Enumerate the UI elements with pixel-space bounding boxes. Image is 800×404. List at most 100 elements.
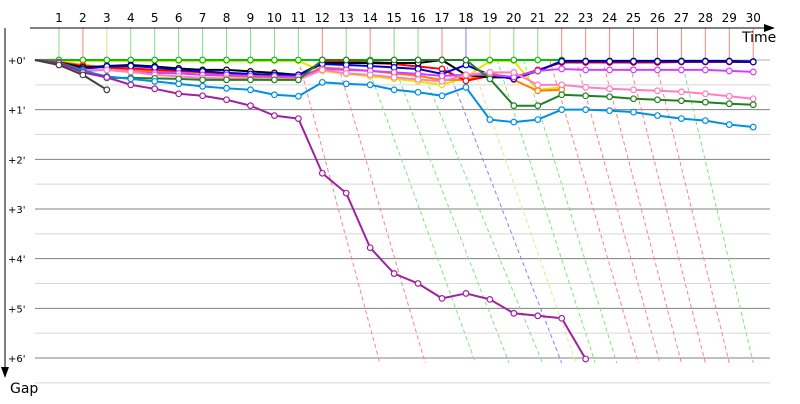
data-point (438, 77, 446, 85)
x-tick-label: 10 (267, 11, 282, 25)
data-point (510, 309, 518, 317)
data-point (486, 295, 494, 303)
y-tick-label: +1' (8, 106, 26, 117)
data-point (79, 71, 87, 79)
x-tick-label: 20 (506, 11, 521, 25)
lapped-dashed-line (443, 59, 563, 364)
x-tick-label: 28 (698, 11, 713, 25)
data-point (654, 66, 661, 74)
data-point (199, 56, 206, 64)
lapped-dashed-line (297, 59, 381, 364)
data-point (199, 76, 206, 84)
data-point (127, 81, 135, 89)
data-point (223, 84, 230, 92)
x-axis-label: Time (741, 30, 776, 46)
data-point (414, 280, 422, 287)
data-point (701, 117, 709, 124)
data-point (151, 56, 159, 64)
data-point (462, 71, 470, 79)
data-point (606, 93, 613, 101)
x-tick-label: 12 (315, 11, 330, 25)
data-point (558, 91, 566, 99)
x-tick-label: 2 (79, 11, 87, 25)
data-point (558, 81, 566, 89)
lapped-dashed-line (601, 59, 682, 364)
x-tick-label: 15 (386, 11, 401, 25)
x-tick-label: 21 (530, 11, 545, 25)
y-tick-label: +5' (8, 304, 26, 315)
data-point (606, 58, 613, 65)
data-point (271, 56, 278, 64)
y-axis-arrow-icon (1, 367, 9, 378)
data-point (294, 76, 302, 84)
data-point (701, 58, 709, 65)
y-tick-label: +6' (8, 354, 26, 365)
x-tick-label: 29 (722, 11, 737, 25)
data-point (366, 57, 374, 65)
data-point (701, 90, 709, 98)
series-11 (34, 59, 590, 363)
x-tick-label: 13 (339, 11, 354, 25)
y-tick-label: +2' (8, 155, 26, 166)
data-point (271, 112, 278, 120)
x-tick-label: 7 (199, 11, 207, 25)
data-point (294, 115, 302, 123)
lapped-dashed-line (575, 59, 661, 364)
x-tick-label: 17 (434, 11, 449, 25)
data-point (534, 56, 542, 64)
data-point (438, 92, 446, 100)
data-point (582, 355, 590, 363)
data-point (582, 83, 590, 91)
data-point (199, 82, 206, 90)
data-point (630, 66, 637, 74)
lapped-dashed-line (470, 59, 577, 364)
data-point (534, 102, 542, 110)
data-point (438, 295, 446, 302)
data-point (654, 96, 661, 104)
data-point (630, 86, 637, 94)
data-point (103, 56, 111, 64)
lapped-dashed-line (680, 59, 754, 364)
data-point (749, 123, 757, 131)
data-point (534, 312, 542, 320)
x-tick-label: 6 (175, 11, 183, 25)
data-point (654, 58, 661, 65)
x-tick-label: 26 (650, 11, 665, 25)
data-point (701, 98, 709, 106)
x-tick-label: 3 (103, 11, 111, 25)
data-point (199, 92, 206, 100)
data-point (247, 102, 254, 110)
data-point (271, 76, 278, 84)
data-point (342, 80, 350, 88)
series-8 (34, 59, 757, 103)
data-point (318, 169, 326, 177)
data-point (725, 58, 733, 65)
data-point (654, 87, 661, 95)
lapped-dashed-line (417, 59, 544, 364)
data-point (103, 66, 111, 74)
y-axis-label: Gap (10, 381, 38, 397)
data-point (151, 77, 159, 85)
axes: Time Gap (1, 24, 776, 397)
data-point (271, 91, 278, 99)
data-point (247, 76, 254, 84)
data-point (103, 73, 111, 81)
data-point (462, 83, 470, 91)
x-tick-label: 19 (482, 11, 497, 25)
data-point (438, 56, 446, 64)
data-point (462, 290, 470, 297)
x-tick-label: 11 (291, 11, 306, 25)
data-point (127, 75, 135, 83)
data-point (534, 67, 542, 75)
data-point (606, 107, 613, 115)
series-line (34, 59, 587, 360)
data-point (486, 56, 494, 64)
data-point (486, 69, 494, 76)
data-point (294, 92, 302, 100)
x-tick-label: 1 (55, 11, 63, 25)
data-point (582, 106, 590, 114)
x-tick-label: 22 (554, 11, 569, 25)
tick-labels: 1 2 3 4 5 6 7 8 9 10 11 12 13 14 15 16 17 18 19 20 21 22 23 24 2… (8, 11, 761, 365)
lapped-dashed-line (522, 59, 618, 364)
